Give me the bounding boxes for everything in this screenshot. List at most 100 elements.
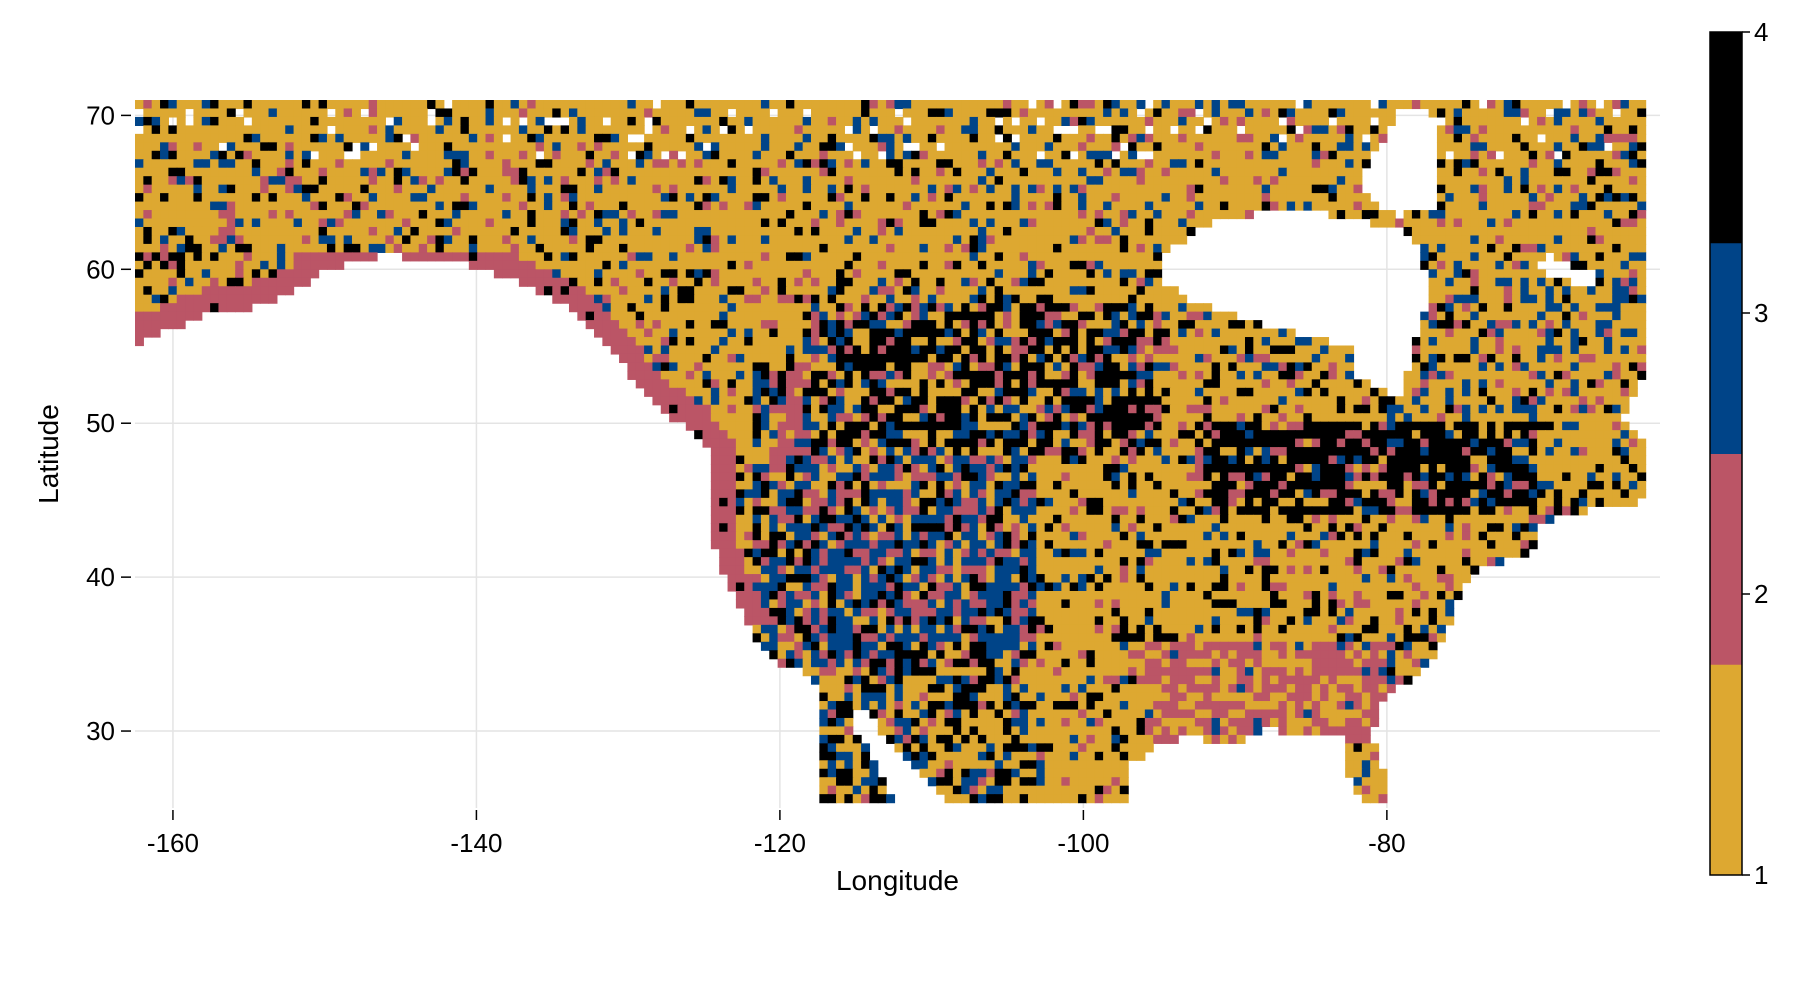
- raster-cell: [1470, 227, 1479, 236]
- raster-cell: [1462, 295, 1471, 304]
- raster-cell: [569, 125, 578, 134]
- raster-cell: [819, 193, 828, 202]
- raster-cell: [1445, 100, 1454, 109]
- raster-cell: [636, 185, 645, 194]
- raster-cell: [728, 168, 737, 177]
- raster-cell: [677, 379, 686, 388]
- raster-cell: [1120, 168, 1129, 177]
- raster-cell: [552, 219, 561, 228]
- raster-cell: [1545, 125, 1554, 134]
- raster-cell: [1612, 312, 1621, 321]
- raster-cell: [986, 278, 995, 287]
- raster-cell: [1103, 219, 1112, 228]
- raster-cell: [1295, 337, 1304, 346]
- raster-cell: [1003, 371, 1012, 380]
- raster-cell: [928, 345, 937, 354]
- raster-cell: [243, 193, 252, 202]
- raster-cell: [1604, 362, 1613, 371]
- raster-cell: [1362, 117, 1371, 126]
- raster-cell: [669, 312, 678, 321]
- raster-cell: [1445, 362, 1454, 371]
- raster-cell: [1162, 134, 1171, 143]
- raster-cell: [193, 151, 202, 160]
- raster-cell: [269, 295, 278, 304]
- raster-cell: [711, 371, 720, 380]
- raster-cell: [210, 227, 219, 236]
- raster-cell: [878, 345, 887, 354]
- raster-cell: [1086, 303, 1095, 312]
- raster-cell: [1537, 362, 1546, 371]
- raster-cell: [1520, 261, 1529, 270]
- raster-cell: [652, 202, 661, 211]
- raster-cell: [869, 303, 878, 312]
- raster-cell: [619, 108, 628, 117]
- raster-cell: [953, 303, 962, 312]
- raster-cell: [970, 125, 979, 134]
- raster-cell: [1495, 159, 1504, 168]
- raster-cell: [677, 159, 686, 168]
- raster-cell: [1479, 244, 1488, 253]
- raster-cell: [1162, 117, 1171, 126]
- raster-cell: [327, 235, 336, 244]
- raster-cell: [844, 244, 853, 253]
- raster-cell: [1604, 202, 1613, 211]
- raster-cell: [936, 354, 945, 363]
- raster-cell: [986, 202, 995, 211]
- raster-cell: [1212, 159, 1221, 168]
- raster-cell: [1604, 168, 1613, 177]
- raster-cell: [936, 312, 945, 321]
- raster-cell: [1120, 151, 1129, 160]
- raster-cell: [1337, 345, 1346, 354]
- raster-cell: [661, 320, 670, 329]
- raster-cell: [294, 261, 303, 270]
- raster-cell: [903, 278, 912, 287]
- raster-cell: [218, 269, 227, 278]
- raster-cell: [786, 252, 795, 261]
- raster-cell: [1621, 269, 1630, 278]
- raster-cell: [1170, 185, 1179, 194]
- raster-cell: [936, 117, 945, 126]
- raster-cell: [1495, 354, 1504, 363]
- raster-cell: [686, 371, 695, 380]
- raster-cell: [235, 142, 244, 151]
- raster-cell: [444, 193, 453, 202]
- raster-cell: [427, 125, 436, 134]
- raster-cell: [1036, 379, 1045, 388]
- raster-cell: [1320, 125, 1329, 134]
- raster-cell: [168, 210, 177, 219]
- raster-cell: [728, 278, 737, 287]
- raster-cell: [1637, 134, 1646, 143]
- raster-cell: [853, 210, 862, 219]
- raster-cell: [302, 100, 311, 109]
- raster-cell: [1095, 159, 1104, 168]
- raster-cell: [694, 252, 703, 261]
- raster-cell: [552, 210, 561, 219]
- raster-cell: [477, 219, 486, 228]
- raster-cell: [819, 312, 828, 321]
- raster-cell: [1295, 108, 1304, 117]
- raster-cell: [177, 134, 186, 143]
- raster-cell: [894, 295, 903, 304]
- raster-cell: [586, 142, 595, 151]
- raster-cell: [143, 193, 152, 202]
- raster-cell: [1061, 185, 1070, 194]
- raster-cell: [552, 286, 561, 295]
- raster-cell: [611, 227, 620, 236]
- raster-cell: [819, 202, 828, 211]
- raster-cell: [1128, 320, 1137, 329]
- raster-cell: [911, 176, 920, 185]
- raster-cell: [210, 269, 219, 278]
- raster-cell: [252, 185, 261, 194]
- raster-cell: [1095, 227, 1104, 236]
- raster-cell: [1554, 125, 1563, 134]
- raster-cell: [1011, 345, 1020, 354]
- raster-cell: [177, 312, 186, 321]
- raster-cell: [1512, 244, 1521, 253]
- raster-cell: [652, 278, 661, 287]
- raster-cell: [1529, 193, 1538, 202]
- raster-cell: [903, 244, 912, 253]
- raster-cell: [1228, 142, 1237, 151]
- raster-cell: [1228, 362, 1237, 371]
- raster-cell: [1429, 312, 1438, 321]
